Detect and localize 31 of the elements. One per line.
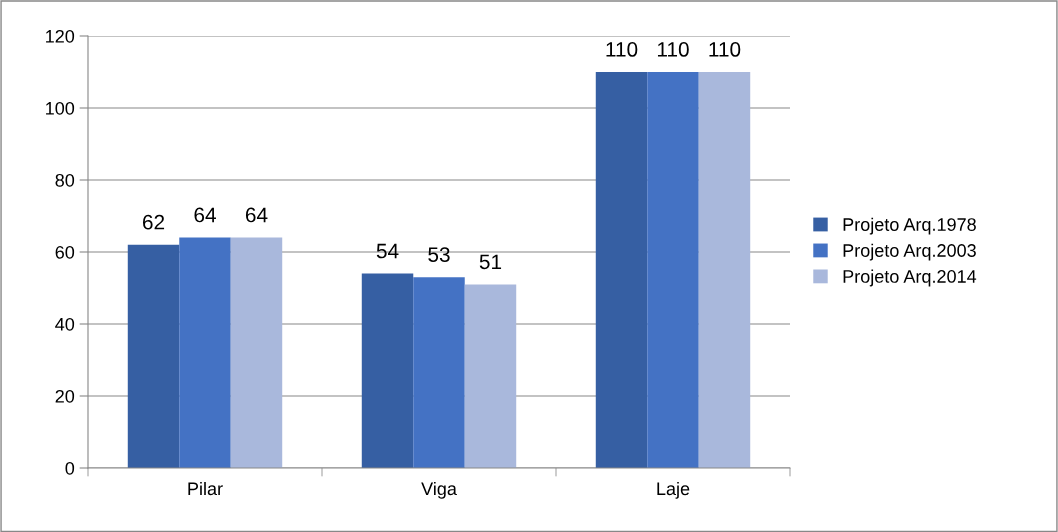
x-tick-label: Viga xyxy=(421,481,457,499)
bar xyxy=(698,72,751,468)
data-label: 64 xyxy=(194,207,216,223)
data-label: 62 xyxy=(142,214,165,230)
data-label: 53 xyxy=(428,247,450,262)
legend-label: Projeto Arq.1978 xyxy=(843,217,976,235)
bar xyxy=(595,72,648,468)
legend-label: Projeto Arq.2014 xyxy=(843,269,977,287)
y-tick-label: 100 xyxy=(46,101,75,115)
bar xyxy=(464,284,517,468)
y-tick-label: 120 xyxy=(46,29,75,43)
bar xyxy=(413,277,465,468)
bar xyxy=(127,244,180,468)
bar xyxy=(179,237,231,468)
legend-label: Projeto Arq.2003 xyxy=(843,243,976,261)
bar xyxy=(361,273,414,468)
y-tick-label: 20 xyxy=(55,389,75,403)
y-tick-label: 80 xyxy=(55,173,75,187)
bar xyxy=(647,72,699,468)
data-label: 54 xyxy=(376,243,399,259)
y-tick-label: 40 xyxy=(55,317,75,331)
data-label: 110 xyxy=(606,42,638,57)
data-label: 110 xyxy=(657,42,689,57)
data-label: 110 xyxy=(709,42,741,57)
y-tick-label: 0 xyxy=(65,461,75,475)
x-tick-label: Laje xyxy=(657,481,690,499)
bar xyxy=(230,237,283,468)
y-tick-label: 60 xyxy=(55,245,75,259)
data-label: 64 xyxy=(245,207,268,223)
data-label: 51 xyxy=(479,254,502,270)
x-tick-label: Pilar xyxy=(188,481,223,496)
